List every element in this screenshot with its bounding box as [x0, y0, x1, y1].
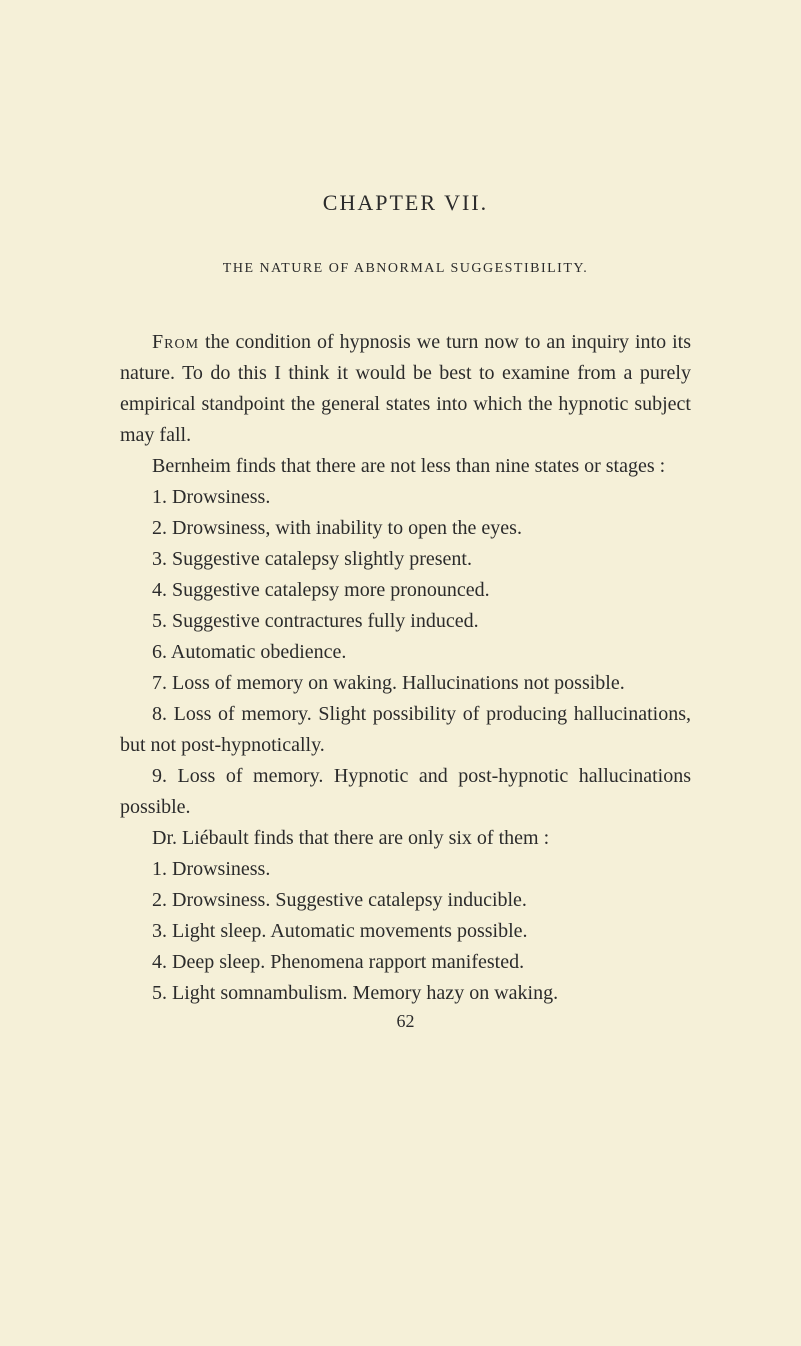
para1-rest: the condition of hypnosis we turn now to… — [120, 331, 691, 446]
list-item-7: 7. Loss of memory on waking. Hallucinati… — [120, 668, 691, 699]
list-item-8: 8. Loss of memory. Slight possibility of… — [120, 699, 691, 761]
page-number: 62 — [120, 1011, 691, 1032]
list-b-item-2: 2. Drowsiness. Suggestive catalepsy indu… — [120, 885, 691, 916]
list-b-item-4: 4. Deep sleep. Phenomena rapport manifes… — [120, 947, 691, 978]
list-b-item-1: 1. Drowsiness. — [120, 854, 691, 885]
paragraph-2: Bernheim finds that there are not less t… — [120, 451, 691, 482]
paragraph-1: From the condition of hypnosis we turn n… — [120, 327, 691, 451]
list-b-item-3: 3. Light sleep. Automatic movements poss… — [120, 916, 691, 947]
list-item-5: 5. Suggestive contractures fully induced… — [120, 606, 691, 637]
paragraph-3: Dr. Liébault finds that there are only s… — [120, 823, 691, 854]
list-item-2: 2. Drowsiness, with inability to open th… — [120, 513, 691, 544]
chapter-title: CHAPTER VII. — [120, 190, 691, 216]
list-item-9: 9. Loss of memory. Hypnotic and post-hyp… — [120, 761, 691, 823]
list-item-6: 6. Automatic obedience. — [120, 637, 691, 668]
list-b-item-5: 5. Light somnambulism. Memory hazy on wa… — [120, 978, 691, 1009]
list-item-3: 3. Suggestive catalepsy slightly present… — [120, 544, 691, 575]
list-item-4: 4. Suggestive catalepsy more pronounced. — [120, 575, 691, 606]
lead-word: From — [152, 331, 199, 353]
chapter-subtitle: THE NATURE OF ABNORMAL SUGGESTIBILITY. — [120, 261, 691, 277]
list-item-1: 1. Drowsiness. — [120, 482, 691, 513]
